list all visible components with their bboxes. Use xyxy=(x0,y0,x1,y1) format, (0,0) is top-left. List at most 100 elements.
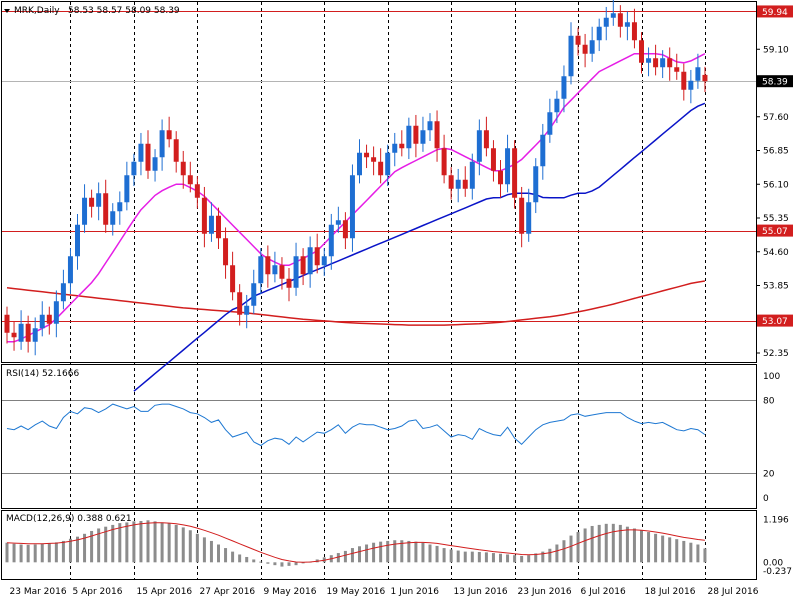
date-tick-label: 1 Jun 2016 xyxy=(391,587,440,597)
candle-body xyxy=(279,265,285,279)
macd-hist-bar xyxy=(153,521,157,563)
candle-body xyxy=(639,40,644,63)
macd-hist-bar xyxy=(209,540,213,563)
candle-body xyxy=(385,152,391,176)
candle-body xyxy=(39,314,45,329)
macd-hist-bar xyxy=(40,543,44,563)
candle-body xyxy=(413,125,419,144)
level-tag-label: 53.07 xyxy=(762,317,788,327)
macd-hist-bar xyxy=(703,548,707,563)
macd-hist-bar xyxy=(534,553,538,563)
candle-body xyxy=(152,157,158,171)
rsi-panel[interactable] xyxy=(1,364,757,509)
macd-hist-bar xyxy=(118,523,122,563)
macd-hist-bar xyxy=(449,549,453,563)
candle-body xyxy=(434,121,440,149)
price-tick-label: 57.60 xyxy=(763,113,789,123)
macd-hist-bar xyxy=(463,551,467,563)
macd-hist-bar xyxy=(548,548,552,563)
rsi-tick-label: 100 xyxy=(763,372,780,382)
macd-hist-bar xyxy=(19,544,23,563)
candle-body xyxy=(610,13,616,18)
macd-hist-bar xyxy=(181,527,185,563)
macd-hist-bar xyxy=(343,550,347,563)
macd-hist-bar xyxy=(47,543,51,563)
candle-body xyxy=(688,80,694,90)
date-tick-label: 6 Jul 2016 xyxy=(581,587,626,597)
candle-body xyxy=(462,179,468,189)
level-tag-label: 55.07 xyxy=(762,227,788,237)
symbol-dropdown-icon[interactable] xyxy=(4,9,10,13)
macd-hist-bar xyxy=(611,523,615,563)
candle-body xyxy=(349,175,355,239)
macd-hist-bar xyxy=(513,555,517,563)
macd-hist-bar xyxy=(647,532,651,563)
macd-hist-bar xyxy=(174,524,178,563)
candle-body xyxy=(96,193,102,207)
macd-hist-bar xyxy=(470,551,474,563)
candle-body xyxy=(60,283,66,302)
macd-hist-bar xyxy=(583,528,587,563)
macd-hist-bar xyxy=(266,562,270,564)
candle-body xyxy=(244,305,250,315)
date-tick-label: 9 May 2016 xyxy=(264,587,317,597)
ma-slow xyxy=(6,280,706,326)
macd-hist-bar xyxy=(287,562,291,566)
date-tick-label: 5 Apr 2016 xyxy=(73,587,123,597)
candle-body xyxy=(230,265,236,293)
candle-body xyxy=(300,256,306,275)
current-price-tag xyxy=(757,75,793,88)
date-tick-label: 19 May 2016 xyxy=(327,587,386,597)
price-tick-label: 54.60 xyxy=(763,248,789,258)
macd-hist-bar xyxy=(590,525,594,563)
ma-slow-line xyxy=(6,280,706,326)
price-tick-label: 52.35 xyxy=(763,349,789,359)
candle-body xyxy=(575,35,581,45)
macd-hist-bar xyxy=(428,544,432,563)
macd-hist-bar xyxy=(654,533,658,563)
macd-hist-bar xyxy=(125,522,129,563)
candle-body xyxy=(420,130,426,144)
candle-body xyxy=(378,161,384,176)
macd-hist-bar xyxy=(139,520,143,563)
candle-body xyxy=(145,143,151,171)
candle-body xyxy=(371,157,377,162)
macd-hist-bar xyxy=(76,536,79,563)
candle-body xyxy=(194,184,200,198)
candle-body xyxy=(357,152,362,176)
candle-body xyxy=(455,179,461,189)
horizontal-levels xyxy=(2,11,756,322)
macd-hist-bar xyxy=(661,535,665,563)
candle-body xyxy=(603,17,609,27)
candle-body xyxy=(624,22,630,27)
macd-hist-bar xyxy=(604,523,608,563)
macd-series: 1.196 0.00-0.237 xyxy=(5,516,792,577)
macd-hist-bar xyxy=(54,542,58,563)
date-tick-label: 23 Mar 2016 xyxy=(10,587,67,597)
candle-body xyxy=(505,148,511,185)
candle-body xyxy=(251,283,257,306)
macd-hist-bar xyxy=(146,520,150,563)
macd-hist-bar xyxy=(435,545,439,563)
candle-body xyxy=(342,220,348,239)
candle-body xyxy=(4,314,10,333)
macd-hist-bar xyxy=(477,551,481,563)
macd-hist-bar xyxy=(442,548,446,563)
macd-hist-bar xyxy=(527,555,531,563)
macd-hist-bar xyxy=(195,533,199,563)
macd-hist-bar xyxy=(365,544,369,563)
candle-body xyxy=(293,256,299,288)
candle-body xyxy=(631,22,637,41)
rsi-tick-label: 80 xyxy=(763,396,775,406)
level-tag xyxy=(757,224,793,237)
candle-body xyxy=(314,247,320,266)
macd-hist-bar xyxy=(33,544,37,563)
macd-hist-bar xyxy=(202,537,206,563)
candle-body xyxy=(18,323,24,342)
date-axis: 23 Mar 2016 5 Apr 2016 15 Apr 2016 27 Apr 2… xyxy=(10,587,759,597)
macd-hist-bar xyxy=(569,535,573,563)
macd-hist-bar xyxy=(26,544,30,563)
ma-fast-line xyxy=(7,52,706,343)
candle-body xyxy=(272,265,278,275)
